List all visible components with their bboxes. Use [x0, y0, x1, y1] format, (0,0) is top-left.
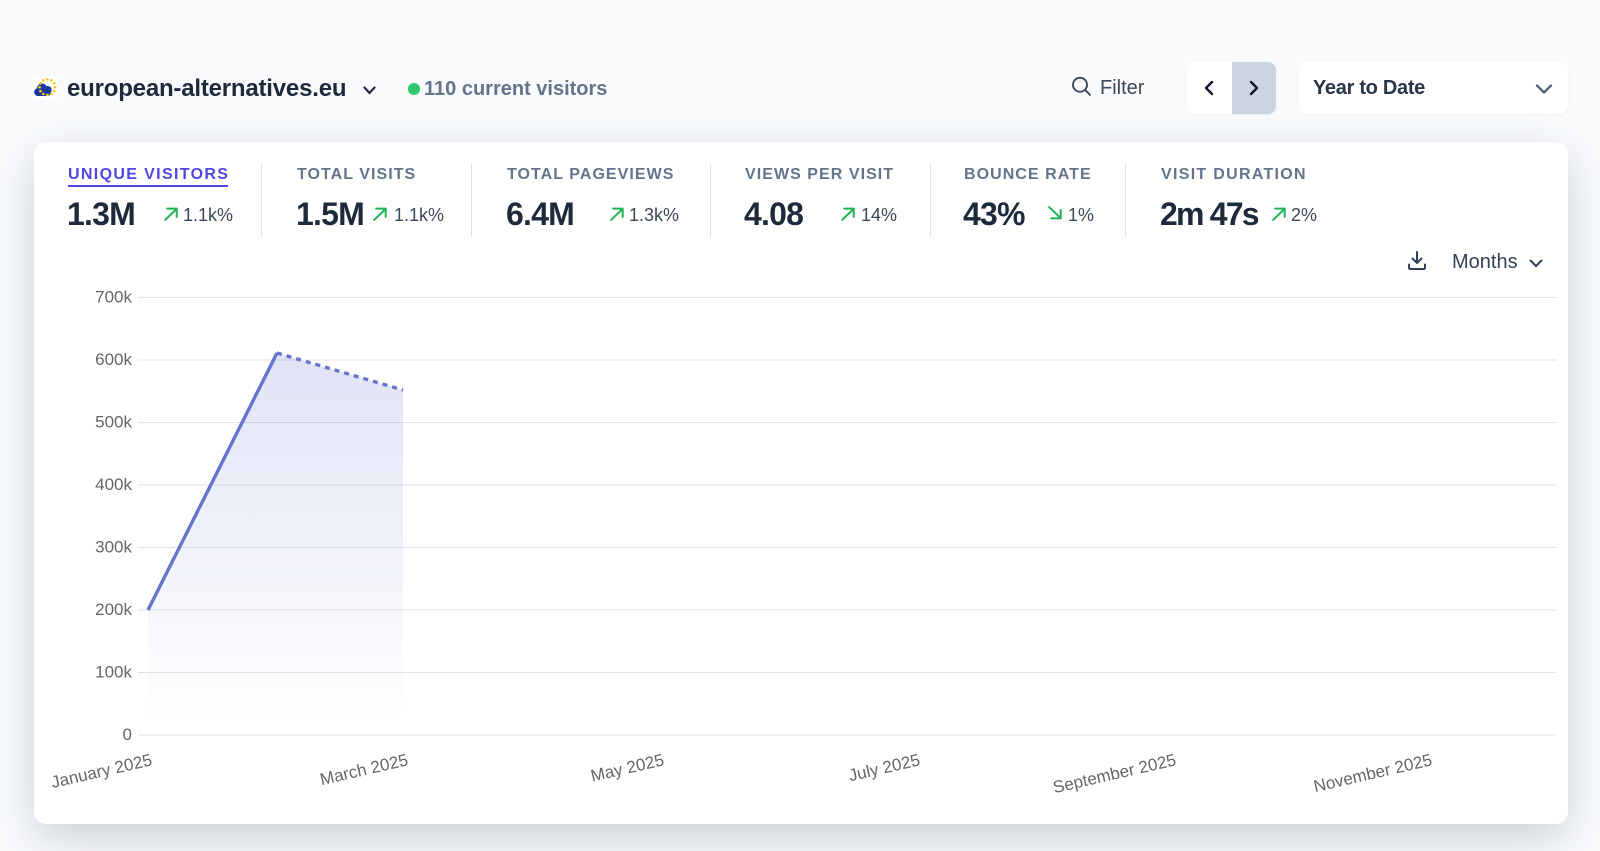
svg-text:March 2025: March 2025 — [318, 750, 410, 789]
svg-text:January 2025: January 2025 — [49, 750, 154, 792]
svg-text:September 2025: September 2025 — [1051, 750, 1178, 797]
svg-text:400k: 400k — [95, 475, 132, 494]
svg-text:0: 0 — [123, 725, 132, 744]
svg-text:November 2025: November 2025 — [1312, 750, 1434, 796]
svg-text:300k: 300k — [95, 538, 132, 557]
svg-text:700k: 700k — [95, 288, 132, 307]
svg-text:July 2025: July 2025 — [847, 750, 922, 785]
svg-text:May 2025: May 2025 — [589, 750, 666, 785]
svg-text:500k: 500k — [95, 413, 132, 432]
svg-text:600k: 600k — [95, 350, 132, 369]
svg-text:200k: 200k — [95, 600, 132, 619]
svg-text:100k: 100k — [95, 663, 132, 682]
